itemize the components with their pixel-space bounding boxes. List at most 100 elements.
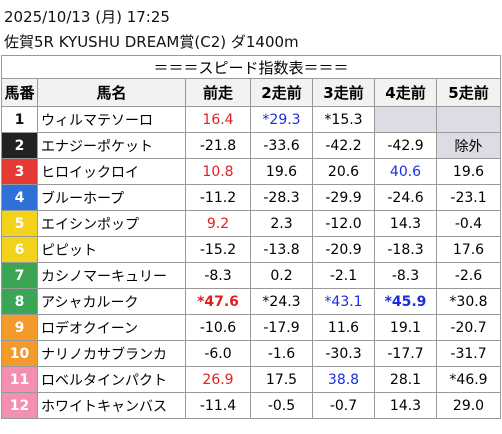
horse-row: 6 ピピット -15.2 -13.8 -20.9 -18.3 17.6 — [1, 236, 502, 263]
column-header: 5走前 — [435, 78, 502, 107]
horse-name: ウィルマテソーロ — [37, 106, 186, 133]
horse-row: 2 エナジーポケット -21.8 -33.6 -42.2 -42.9 除外 — [1, 132, 502, 159]
horse-number: 6 — [1, 236, 38, 263]
speed-index: -17.7 — [374, 340, 437, 367]
speed-index: -0.5 — [250, 392, 313, 419]
horse-name: アシャカルーク — [37, 288, 186, 315]
horse-row: 5 エイシンポップ 9.2 2.3 -12.0 14.3 -0.4 — [1, 210, 502, 237]
horse-name: エイシンポップ — [37, 210, 186, 237]
speed-index: -42.9 — [374, 132, 437, 159]
speed-index: 38.8 — [312, 366, 375, 393]
table-body: 1 ウィルマテソーロ 16.4 *29.3 *15.3 2 エナジーポケット -21.8 -33… — [1, 106, 502, 419]
horse-name: ブルーホープ — [37, 184, 186, 211]
speed-index: -31.7 — [435, 340, 502, 367]
horse-name: エナジーポケット — [37, 132, 186, 159]
horse-name: ピピット — [37, 236, 186, 263]
horse-row: 11 ロベルタインパクト 26.9 17.5 38.8 28.1 *46.9 — [1, 366, 502, 393]
column-header: 前走 — [185, 78, 251, 107]
speed-index: *29.3 — [250, 106, 313, 133]
horse-name: ホワイトキャンバス — [37, 392, 186, 419]
speed-index: -11.2 — [185, 184, 251, 211]
speed-index: -29.9 — [312, 184, 375, 211]
speed-index: -23.1 — [435, 184, 502, 211]
horse-name: ナリノカサブランカ — [37, 340, 186, 367]
speed-index: 26.9 — [185, 366, 251, 393]
speed-index: 28.1 — [374, 366, 437, 393]
speed-index: -2.1 — [312, 262, 375, 289]
speed-index: -18.3 — [374, 236, 437, 263]
horse-number: 4 — [1, 184, 38, 211]
speed-index: *15.3 — [312, 106, 375, 133]
speed-index: 19.6 — [435, 158, 502, 185]
speed-index: 19.1 — [374, 314, 437, 341]
horse-row: 10 ナリノカサブランカ -6.0 -1.6 -30.3 -17.7 -31.7 — [1, 340, 502, 367]
speed-index: -6.0 — [185, 340, 251, 367]
horse-number: 12 — [1, 392, 38, 419]
speed-index: 29.0 — [435, 392, 502, 419]
speed-index: -0.7 — [312, 392, 375, 419]
column-header: 3走前 — [312, 78, 375, 107]
horse-number: 7 — [1, 262, 38, 289]
column-header: 馬名 — [37, 78, 186, 107]
horse-row: 9 ロデオクイーン -10.6 -17.9 11.6 19.1 -20.7 — [1, 314, 502, 341]
horse-number: 9 — [1, 314, 38, 341]
speed-index — [374, 106, 437, 133]
speed-index: *24.3 — [250, 288, 313, 315]
speed-index: -20.7 — [435, 314, 502, 341]
speed-index: -33.6 — [250, 132, 313, 159]
speed-index: 20.6 — [312, 158, 375, 185]
speed-index: -8.3 — [185, 262, 251, 289]
speed-index: -24.6 — [374, 184, 437, 211]
speed-index: -15.2 — [185, 236, 251, 263]
speed-index: -21.8 — [185, 132, 251, 159]
column-header: 2走前 — [250, 78, 313, 107]
speed-index: -30.3 — [312, 340, 375, 367]
speed-index: *45.9 — [374, 288, 437, 315]
horse-number: 1 — [1, 106, 38, 133]
speed-index: 2.3 — [250, 210, 313, 237]
header-row: 馬番 馬名 前走 2走前 3走前 4走前 5走前 — [1, 78, 502, 107]
horse-name: カシノマーキュリー — [37, 262, 186, 289]
horse-number: 3 — [1, 158, 38, 185]
speed-index: -10.6 — [185, 314, 251, 341]
horse-row: 7 カシノマーキュリー -8.3 0.2 -2.1 -8.3 -2.6 — [1, 262, 502, 289]
horse-name: ロデオクイーン — [37, 314, 186, 341]
speed-index: -13.8 — [250, 236, 313, 263]
horse-row: 12 ホワイトキャンバス -11.4 -0.5 -0.7 14.3 29.0 — [1, 392, 502, 419]
speed-index: *46.9 — [435, 366, 502, 393]
horse-row: 3 ヒロイックロイ 10.8 19.6 20.6 40.6 19.6 — [1, 158, 502, 185]
horse-number: 11 — [1, 366, 38, 393]
speed-index: *43.1 — [312, 288, 375, 315]
horse-number: 5 — [1, 210, 38, 237]
speed-index: 除外 — [435, 132, 502, 159]
speed-index: 14.3 — [374, 392, 437, 419]
speed-index: 17.5 — [250, 366, 313, 393]
speed-index: *47.6 — [185, 288, 251, 315]
speed-index — [435, 106, 502, 133]
speed-index: -8.3 — [374, 262, 437, 289]
horse-number: 8 — [1, 288, 38, 315]
horse-row: 8 アシャカルーク *47.6 *24.3 *43.1 *45.9 *30.8 — [1, 288, 502, 315]
speed-index: -42.2 — [312, 132, 375, 159]
table-title: ＝＝＝スピード指数表＝＝＝ — [0, 55, 502, 79]
speed-index: 9.2 — [185, 210, 251, 237]
horse-name: ロベルタインパクト — [37, 366, 186, 393]
speed-index: 10.8 — [185, 158, 251, 185]
speed-index: -2.6 — [435, 262, 502, 289]
datetime: 2025/10/13 (月) 17:25 — [4, 8, 170, 26]
column-header: 4走前 — [374, 78, 437, 107]
horse-name: ヒロイックロイ — [37, 158, 186, 185]
horse-row: 4 ブルーホープ -11.2 -28.3 -29.9 -24.6 -23.1 — [1, 184, 502, 211]
horse-number: 10 — [1, 340, 38, 367]
speed-index: -0.4 — [435, 210, 502, 237]
speed-index: *30.8 — [435, 288, 502, 315]
speed-index: 11.6 — [312, 314, 375, 341]
speed-index: -11.4 — [185, 392, 251, 419]
speed-index: 0.2 — [250, 262, 313, 289]
speed-index: -1.6 — [250, 340, 313, 367]
speed-index: -20.9 — [312, 236, 375, 263]
column-header: 馬番 — [1, 78, 38, 107]
speed-index: -28.3 — [250, 184, 313, 211]
speed-index: 16.4 — [185, 106, 251, 133]
